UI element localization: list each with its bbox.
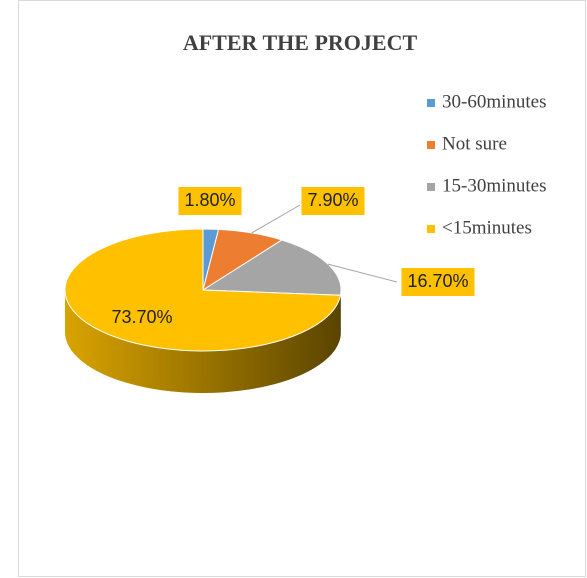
legend-label: Not sure xyxy=(442,133,507,154)
data-label: 7.90% xyxy=(307,190,358,210)
slice-side xyxy=(340,290,341,338)
data-label: 16.70% xyxy=(407,271,468,291)
leader-line xyxy=(251,204,301,234)
leader-line xyxy=(327,263,398,283)
slice-side xyxy=(65,290,341,393)
legend-marker xyxy=(427,141,435,149)
legend-label: 15-30minutes xyxy=(442,175,547,196)
data-label-box xyxy=(401,268,475,296)
slice xyxy=(64,228,342,352)
legend-label: 30-60minutes xyxy=(442,91,547,112)
chart-title: AFTER THE PROJECT xyxy=(183,30,418,55)
legend-marker xyxy=(427,99,435,107)
legend-label: <15minutes xyxy=(442,217,532,238)
slice xyxy=(201,239,342,296)
legend-marker xyxy=(427,183,435,191)
data-label-box xyxy=(301,187,365,215)
data-label: 73.70% xyxy=(111,307,172,327)
data-label: 1.80% xyxy=(184,190,235,210)
data-label-box xyxy=(178,187,242,215)
legend-marker xyxy=(427,225,435,233)
